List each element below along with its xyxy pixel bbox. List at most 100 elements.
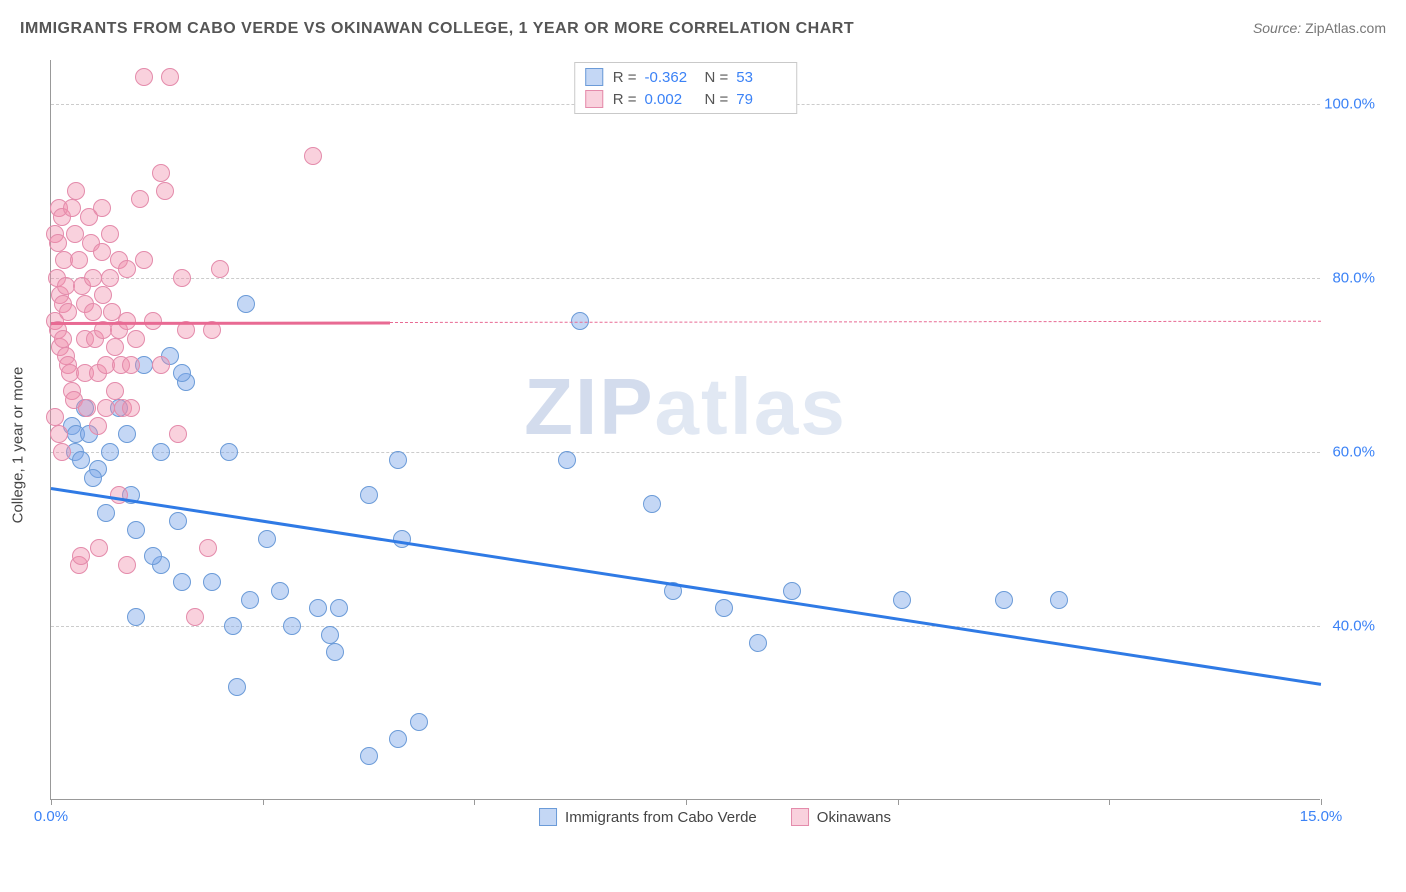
gridline <box>51 278 1320 279</box>
scatter-point <box>89 417 107 435</box>
scatter-point <box>49 234 67 252</box>
scatter-point <box>304 147 322 165</box>
scatter-point <box>46 408 64 426</box>
legend-swatch <box>791 808 809 826</box>
scatter-point <box>50 425 68 443</box>
scatter-point <box>118 556 136 574</box>
scatter-point <box>309 599 327 617</box>
scatter-point <box>995 591 1013 609</box>
plot-container: College, 1 year or more ZIPatlas R =-0.3… <box>50 60 1380 830</box>
scatter-point <box>283 617 301 635</box>
scatter-point <box>258 530 276 548</box>
x-tick <box>263 799 264 805</box>
legend-item: Okinawans <box>791 808 891 826</box>
scatter-point <box>97 399 115 417</box>
scatter-point <box>53 443 71 461</box>
scatter-point <box>72 547 90 565</box>
scatter-point <box>72 451 90 469</box>
y-tick-label: 60.0% <box>1332 443 1375 460</box>
scatter-point <box>78 399 96 417</box>
gridline <box>51 452 1320 453</box>
stat-n-value: 79 <box>736 91 786 108</box>
scatter-point <box>173 573 191 591</box>
legend-item: Immigrants from Cabo Verde <box>539 808 757 826</box>
chart-source: Source: ZipAtlas.com <box>1253 20 1386 36</box>
scatter-point <box>360 747 378 765</box>
plot-area: ZIPatlas R =-0.362N =53R =0.002N =79 40.… <box>50 60 1320 800</box>
scatter-point <box>101 225 119 243</box>
scatter-point <box>783 582 801 600</box>
scatter-point <box>169 512 187 530</box>
stat-r-value: -0.362 <box>645 69 695 86</box>
scatter-point <box>135 68 153 86</box>
scatter-point <box>211 260 229 278</box>
scatter-point <box>224 617 242 635</box>
x-tick <box>1109 799 1110 805</box>
scatter-point <box>271 582 289 600</box>
legend: Immigrants from Cabo Verde Okinawans <box>539 808 891 826</box>
scatter-point <box>135 251 153 269</box>
scatter-point <box>186 608 204 626</box>
scatter-point <box>93 199 111 217</box>
scatter-point <box>326 643 344 661</box>
y-axis-label: College, 1 year or more <box>10 367 27 524</box>
scatter-point <box>110 486 128 504</box>
source-label: Source: <box>1253 20 1301 36</box>
scatter-point <box>118 425 136 443</box>
legend-swatch <box>539 808 557 826</box>
scatter-point <box>94 286 112 304</box>
stat-r-label: R = <box>613 69 637 86</box>
scatter-point <box>237 295 255 313</box>
chart-title: IMMIGRANTS FROM CABO VERDE VS OKINAWAN C… <box>20 20 854 38</box>
scatter-point <box>67 182 85 200</box>
scatter-point <box>127 521 145 539</box>
watermark-zip: ZIP <box>524 362 654 451</box>
scatter-point <box>156 182 174 200</box>
scatter-point <box>101 443 119 461</box>
scatter-point <box>330 599 348 617</box>
x-tick <box>474 799 475 805</box>
scatter-point <box>893 591 911 609</box>
scatter-point <box>63 199 81 217</box>
legend-swatch <box>585 68 603 86</box>
scatter-point <box>127 330 145 348</box>
legend-label: Okinawans <box>817 809 891 826</box>
scatter-point <box>97 504 115 522</box>
trend-line <box>390 320 1321 322</box>
scatter-point <box>173 364 191 382</box>
scatter-point <box>152 164 170 182</box>
scatter-point <box>1050 591 1068 609</box>
source-value: ZipAtlas.com <box>1305 20 1386 36</box>
x-tick <box>1321 799 1322 805</box>
scatter-point <box>127 608 145 626</box>
scatter-point <box>241 591 259 609</box>
scatter-point <box>203 573 221 591</box>
scatter-point <box>106 382 124 400</box>
scatter-point <box>360 486 378 504</box>
scatter-point <box>199 539 217 557</box>
scatter-point <box>93 243 111 261</box>
scatter-point <box>122 356 140 374</box>
scatter-point <box>558 451 576 469</box>
scatter-point <box>106 338 124 356</box>
x-tick <box>898 799 899 805</box>
scatter-point <box>131 190 149 208</box>
scatter-point <box>122 399 140 417</box>
scatter-point <box>90 539 108 557</box>
scatter-point <box>84 303 102 321</box>
scatter-point <box>173 269 191 287</box>
scatter-point <box>389 730 407 748</box>
stat-r-label: R = <box>613 91 637 108</box>
y-tick-label: 80.0% <box>1332 269 1375 286</box>
trend-line <box>51 487 1321 685</box>
x-tick-label: 0.0% <box>34 808 68 825</box>
scatter-point <box>54 330 72 348</box>
scatter-point <box>70 251 88 269</box>
scatter-point <box>161 68 179 86</box>
stat-n-label: N = <box>705 91 729 108</box>
scatter-point <box>715 599 733 617</box>
scatter-point <box>152 443 170 461</box>
x-tick-label: 15.0% <box>1300 808 1343 825</box>
legend-label: Immigrants from Cabo Verde <box>565 809 757 826</box>
stats-row: R =-0.362N =53 <box>575 66 797 88</box>
